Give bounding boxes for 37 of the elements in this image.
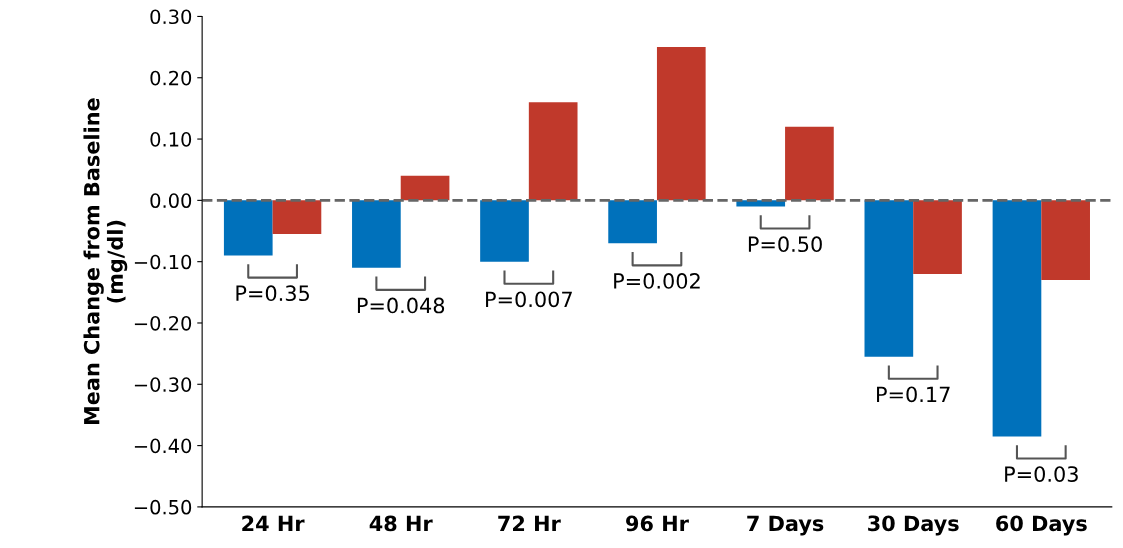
bar [785, 126, 834, 201]
y-tick-label: −0.20 [134, 315, 192, 331]
x-tick-label: 24 Hr [242, 515, 305, 532]
x-tick-label: 96 Hr [626, 515, 689, 532]
bar [608, 200, 657, 244]
annotation: P=0.048 [357, 297, 445, 314]
y-tick-label: −0.50 [134, 499, 192, 515]
bar [480, 200, 529, 262]
y-tick-label: −0.30 [134, 377, 192, 392]
bar [913, 200, 962, 274]
y-tick-label: −0.40 [134, 438, 192, 454]
x-tick-label: 48 Hr [369, 515, 433, 532]
annotation: P=0.002 [614, 273, 700, 289]
y-tick-label: 0.00 [150, 193, 192, 209]
annotation: P=0.35 [236, 285, 309, 302]
bar [352, 200, 401, 268]
y-tick-label: 0.30 [150, 9, 192, 25]
bar [864, 200, 914, 357]
annotation: P=0.50 [748, 236, 822, 253]
y-tick-label: 0.10 [150, 132, 192, 147]
y-tick-label: −0.10 [134, 254, 192, 270]
annotation: P=0.17 [877, 386, 950, 403]
bar [528, 102, 578, 201]
x-tick-label: 72 Hr [498, 515, 561, 532]
annotation: P=0.03 [1005, 466, 1078, 482]
y-axis-title: Mean Change from Baseline (mg/dl) [83, 98, 128, 425]
x-tick-label: 60 Days [996, 515, 1087, 536]
bar [992, 200, 1042, 437]
x-tick-label: 30 Days [868, 515, 959, 536]
bar [1041, 200, 1090, 281]
annotation: P=0.007 [486, 291, 572, 308]
bar [272, 200, 322, 235]
y-tick-label: 0.20 [150, 70, 192, 86]
bar [400, 175, 450, 201]
x-tick-label: 7 Days [747, 515, 824, 536]
bar [656, 47, 706, 201]
bar [223, 200, 273, 256]
